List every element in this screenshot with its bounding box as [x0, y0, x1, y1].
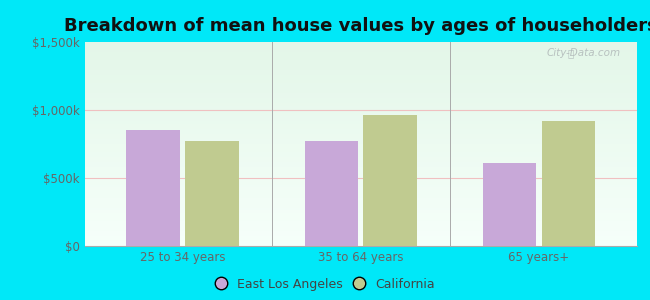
- Bar: [84, 152, 637, 154]
- Bar: [84, 118, 637, 121]
- Bar: [84, 218, 637, 220]
- Bar: [84, 85, 637, 88]
- Bar: [84, 60, 637, 62]
- Bar: [84, 169, 637, 172]
- Bar: [84, 103, 637, 106]
- Bar: [84, 241, 637, 244]
- Bar: [84, 90, 637, 93]
- Bar: [84, 164, 637, 167]
- Bar: [84, 213, 637, 215]
- Bar: [363, 116, 417, 246]
- Bar: [84, 149, 637, 152]
- Bar: [84, 80, 637, 83]
- Bar: [84, 106, 637, 108]
- Bar: [84, 172, 637, 175]
- Bar: [84, 75, 637, 78]
- Bar: [84, 215, 637, 218]
- Bar: [84, 121, 637, 124]
- Bar: [84, 113, 637, 116]
- Bar: [84, 139, 637, 141]
- Bar: [84, 141, 637, 144]
- Bar: [84, 47, 637, 50]
- Bar: [84, 205, 637, 208]
- Bar: [305, 141, 358, 246]
- Bar: [84, 83, 637, 85]
- Bar: [541, 121, 595, 246]
- Bar: [84, 68, 637, 70]
- Bar: [84, 175, 637, 177]
- Bar: [84, 162, 637, 164]
- Bar: [84, 182, 637, 185]
- Bar: [84, 210, 637, 213]
- Bar: [84, 185, 637, 187]
- Bar: [84, 57, 637, 60]
- Bar: [84, 52, 637, 55]
- Bar: [126, 130, 180, 246]
- Bar: [84, 157, 637, 159]
- Text: Ⓣ: Ⓣ: [567, 48, 573, 58]
- Bar: [84, 154, 637, 157]
- Bar: [84, 167, 637, 169]
- Bar: [84, 236, 637, 238]
- Bar: [84, 111, 637, 113]
- Bar: [483, 163, 536, 246]
- Bar: [84, 136, 637, 139]
- Bar: [84, 202, 637, 205]
- Bar: [84, 177, 637, 180]
- Bar: [84, 131, 637, 134]
- Bar: [84, 180, 637, 182]
- Bar: [84, 197, 637, 200]
- Bar: [84, 244, 637, 246]
- Bar: [84, 93, 637, 95]
- Bar: [84, 100, 637, 103]
- Bar: [84, 98, 637, 101]
- Bar: [84, 73, 637, 75]
- Bar: [84, 108, 637, 111]
- Bar: [84, 70, 637, 73]
- Bar: [84, 233, 637, 236]
- Bar: [84, 238, 637, 241]
- Bar: [84, 129, 637, 131]
- Bar: [84, 126, 637, 129]
- Bar: [84, 193, 637, 195]
- Bar: [84, 220, 637, 223]
- Bar: [84, 65, 637, 68]
- Bar: [84, 187, 637, 190]
- Bar: [84, 42, 637, 44]
- Bar: [84, 195, 637, 197]
- Bar: [84, 144, 637, 146]
- Legend: East Los Angeles, California: East Los Angeles, California: [214, 278, 436, 291]
- Bar: [84, 208, 637, 210]
- Bar: [84, 228, 637, 231]
- Bar: [84, 50, 637, 52]
- Bar: [84, 200, 637, 203]
- Bar: [84, 146, 637, 149]
- Bar: [84, 124, 637, 126]
- Bar: [84, 44, 637, 47]
- Bar: [84, 95, 637, 98]
- Bar: [84, 62, 637, 65]
- Bar: [84, 88, 637, 90]
- Bar: [84, 134, 637, 136]
- Bar: [185, 141, 239, 246]
- Bar: [84, 55, 637, 57]
- Title: Breakdown of mean house values by ages of householders: Breakdown of mean house values by ages o…: [64, 17, 650, 35]
- Bar: [84, 116, 637, 118]
- Bar: [84, 231, 637, 233]
- Bar: [84, 190, 637, 193]
- Bar: [84, 78, 637, 80]
- Bar: [84, 223, 637, 226]
- Bar: [84, 226, 637, 228]
- Bar: [84, 159, 637, 162]
- Text: City-Data.com: City-Data.com: [546, 48, 620, 58]
